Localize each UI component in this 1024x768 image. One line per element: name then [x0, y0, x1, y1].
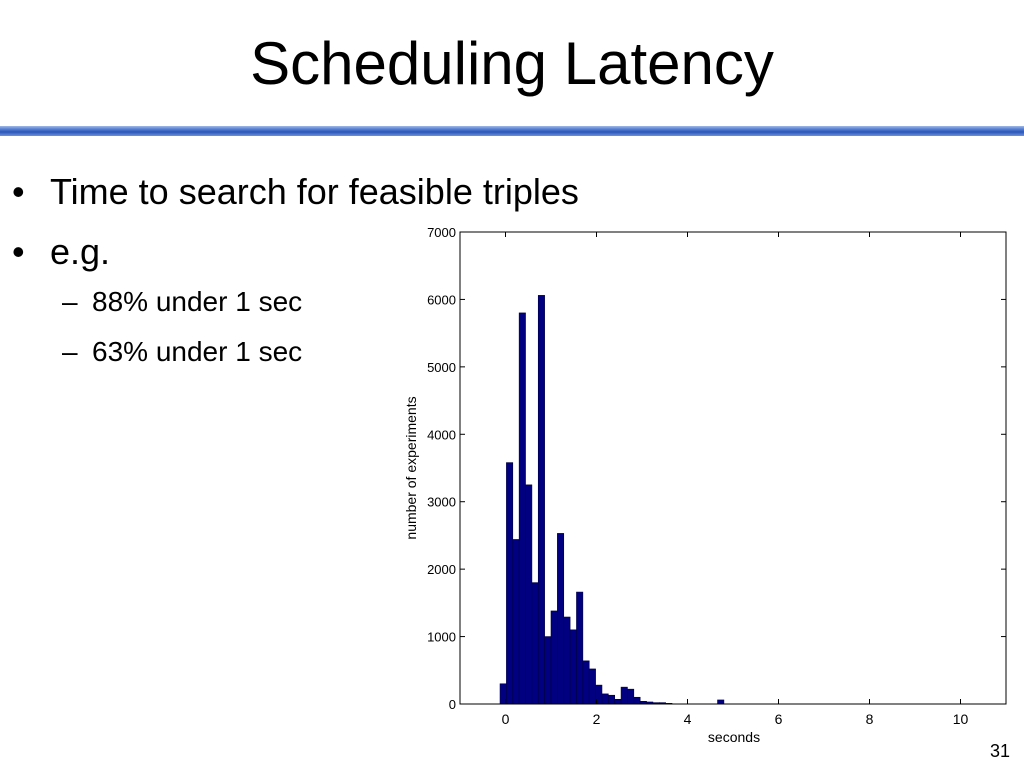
slide-number: 31 — [989, 741, 1010, 761]
x-tick-label: 10 — [953, 711, 969, 727]
sub-bullet-text: 88% under 1 sec — [92, 286, 303, 317]
histogram-bar — [557, 533, 565, 705]
title-rule — [0, 126, 1024, 136]
sub-bullet-marker: – — [62, 286, 78, 317]
bullet-text: e.g. — [50, 231, 111, 272]
histogram-bar — [576, 591, 584, 705]
bullet-marker: • — [12, 231, 25, 272]
histogram-bar — [582, 660, 590, 705]
x-tick-label: 4 — [684, 711, 692, 727]
slide-title: Scheduling Latency — [250, 30, 774, 97]
bullet-item: • e.g. — [12, 232, 110, 272]
x-axis-label: seconds — [708, 729, 760, 745]
x-tick-label: 0 — [502, 711, 510, 727]
y-tick-label: 7000 — [427, 225, 456, 240]
histogram-bar — [601, 693, 609, 705]
histogram-bar — [544, 636, 552, 705]
histogram-bar — [614, 698, 622, 705]
histogram-bar — [627, 688, 635, 705]
histogram-bar — [550, 610, 558, 705]
y-tick-label: 6000 — [427, 292, 456, 307]
x-tick-label: 8 — [866, 711, 874, 727]
sub-bullet-item: – 63% under 1 sec — [62, 335, 302, 369]
histogram-bar — [563, 616, 571, 705]
y-tick-label: 5000 — [427, 360, 456, 375]
x-tick-label: 2 — [593, 711, 601, 727]
x-tick-label: 6 — [775, 711, 783, 727]
histogram-bar — [506, 462, 514, 705]
y-tick-label: 3000 — [427, 495, 456, 510]
histogram-bar — [620, 686, 628, 705]
histogram-bar — [531, 582, 539, 705]
histogram-bar — [537, 295, 545, 705]
bullet-item: • Time to search for feasible triples — [12, 172, 579, 212]
bullet-marker: • — [12, 171, 25, 212]
y-axis-label: number of experiments — [403, 396, 419, 539]
bar-group — [499, 295, 725, 705]
sub-bullet-marker: – — [62, 336, 78, 367]
histogram-bar — [633, 696, 641, 705]
plot-frame — [459, 231, 1007, 705]
axis-ticks: 0 2 4 6 8 10 0 1000 2000 3000 4000 5000 6000 7000 — [427, 225, 1006, 727]
histogram-bar — [608, 694, 616, 705]
y-tick-label: 1000 — [427, 630, 456, 645]
bullet-text: Time to search for feasible triples — [50, 171, 579, 212]
y-tick-label: 0 — [449, 697, 456, 712]
histogram-bar — [512, 539, 520, 705]
y-tick-label: 2000 — [427, 562, 456, 577]
y-tick-label: 4000 — [427, 427, 456, 442]
histogram-bar — [569, 629, 577, 705]
histogram-bar — [717, 699, 725, 705]
sub-bullet-item: – 88% under 1 sec — [62, 285, 302, 319]
sub-bullet-text: 63% under 1 sec — [92, 336, 303, 367]
histogram-bar — [518, 312, 526, 705]
histogram-bar — [588, 668, 596, 705]
histogram-bar — [525, 484, 533, 705]
